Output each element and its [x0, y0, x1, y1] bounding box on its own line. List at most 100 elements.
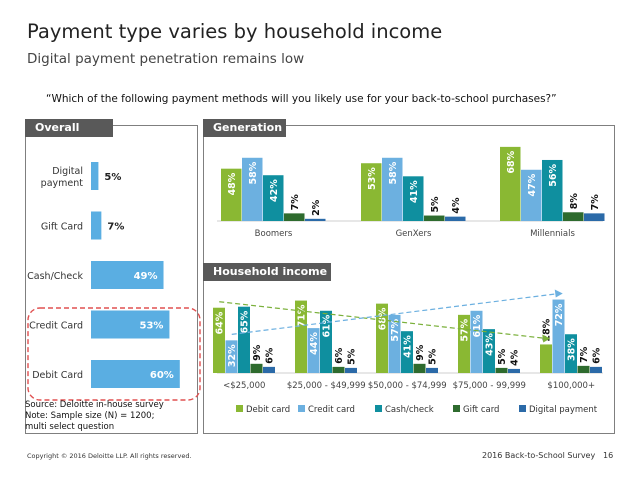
- generation-category-label: Boomers: [255, 229, 293, 239]
- generation-bar: [403, 176, 424, 221]
- overall-value-label: 60%: [150, 370, 174, 381]
- generation-value-label: 2%: [311, 199, 322, 216]
- household-value-label: 38%: [567, 338, 578, 361]
- generation-bar: [500, 146, 521, 221]
- household-value-label: 5%: [497, 348, 508, 365]
- legend-label: Credit card: [308, 405, 355, 415]
- survey-name: 2016 Back-to-School Survey: [482, 451, 596, 460]
- overall-value-label: 49%: [134, 271, 158, 282]
- generation-value-label: 58%: [388, 161, 399, 184]
- household-bar: [470, 310, 483, 373]
- household-value-label: 72%: [554, 303, 565, 326]
- household-chart: 64% 71% 68% 57% 28%32%44%57% 61% 72%65% 61%41% 4…: [213, 289, 603, 415]
- note-line-2: multi select question: [25, 422, 115, 432]
- generation-value-label: 56%: [548, 163, 559, 186]
- household-value-label: 4%: [510, 349, 521, 366]
- household-category-label: $75,000 - 99,999: [453, 381, 526, 391]
- household-value-label: 41%: [403, 335, 414, 358]
- overall-value-label: 53%: [140, 321, 164, 332]
- generation-bar: [445, 216, 466, 221]
- generation-bar: [542, 159, 563, 221]
- household-value-label: 61%: [472, 314, 483, 337]
- generation-bar: [584, 213, 605, 221]
- household-bar: [508, 368, 520, 373]
- generation-bar: [284, 213, 305, 221]
- household-bar: [263, 366, 275, 373]
- household-bar: [590, 366, 602, 373]
- generation-bar: [424, 215, 445, 221]
- legend-swatch: [236, 405, 243, 412]
- household-value-label: 57%: [460, 318, 471, 341]
- household-category-label: <$25,000: [223, 381, 265, 391]
- overall-category-label: payment: [41, 178, 84, 189]
- note-line: Note: Sample size (N) = 1200;: [25, 411, 155, 421]
- household-value-label: 61%: [322, 314, 333, 337]
- household-value-label: 7%: [579, 346, 590, 363]
- household-bar: [388, 314, 401, 373]
- household-value-label: 6%: [334, 347, 345, 364]
- household-value-label: 68%: [378, 307, 389, 330]
- generation-value-label: 5%: [430, 196, 441, 213]
- source-line: Source: Deloitte in-house survey: [25, 400, 164, 410]
- household-value-label: 5%: [347, 348, 358, 365]
- generation-value-label: 47%: [527, 173, 538, 196]
- overall-category-label: Debit Card: [32, 370, 83, 381]
- page-subtitle: Digital payment penetration remains low: [27, 51, 305, 67]
- legend-swatch: [453, 405, 460, 412]
- household-bar: [401, 331, 413, 373]
- overall-bar: [91, 162, 99, 190]
- household-value-label: 9%: [415, 344, 426, 361]
- household-bar: [577, 365, 590, 373]
- generation-value-label: 41%: [409, 180, 420, 203]
- generation-bar: [563, 212, 584, 221]
- generation-category-label: GenXers: [396, 229, 432, 239]
- household-bar: [376, 303, 388, 373]
- generation-category-label: Millennials: [530, 229, 575, 239]
- overall-bar: [91, 360, 180, 388]
- highlight-outline: [27, 307, 201, 401]
- household-value-label: 65%: [240, 310, 251, 333]
- survey-question: “Which of the following payment methods …: [46, 93, 557, 105]
- generation-bar: [382, 157, 403, 221]
- generation-value-label: 68%: [506, 150, 517, 173]
- copyright: Copyright © 2016 Deloitte LLP. All right…: [27, 452, 192, 460]
- household-value-label: 43%: [485, 333, 496, 356]
- household-value-label: 6%: [592, 347, 603, 364]
- household-value-label: 64%: [215, 311, 226, 334]
- household-bar: [307, 328, 320, 373]
- generation-bar: [521, 169, 542, 221]
- overall-value-label: 7%: [107, 222, 124, 233]
- household-bar: [295, 300, 307, 373]
- household-bar: [332, 366, 345, 373]
- household-bar: [495, 367, 508, 373]
- household-bar: [483, 329, 495, 373]
- overall-panel-tab: Overall: [25, 119, 113, 137]
- trend-line: [231, 292, 559, 335]
- generation-bar: [263, 175, 284, 221]
- household-bar: [426, 367, 438, 373]
- source-note: Source: Deloitte in-house survey Note: S…: [25, 400, 205, 433]
- household-bar: [213, 307, 225, 373]
- generation-bar: [221, 168, 242, 221]
- overall-bar: [91, 211, 102, 240]
- generation-value-label: 58%: [248, 161, 259, 184]
- overall-category-label: Gift Card: [41, 222, 83, 233]
- overall-bar: [91, 310, 170, 339]
- household-bar: [540, 344, 552, 373]
- household-bar: [225, 340, 238, 373]
- page-title: Payment type varies by household income: [27, 20, 443, 43]
- generation-bar: [305, 218, 326, 221]
- household-value-label: 6%: [265, 347, 276, 364]
- overall-category-label: Cash/Check: [27, 271, 83, 282]
- household-bar: [413, 363, 426, 373]
- overall-category-label: Digital: [52, 166, 83, 177]
- household-bar: [238, 306, 250, 373]
- generation-chart: 48% 53% 68% 58% 58% 47% 42% 41% 56% 7% 5% 8% 2% 4% 7% B…: [217, 146, 605, 239]
- household-value-label: 28%: [542, 318, 553, 341]
- household-value-label: 9%: [252, 344, 263, 361]
- household-bar: [345, 367, 357, 373]
- household-bar: [565, 334, 577, 373]
- generation-value-label: 48%: [227, 172, 238, 195]
- household-category-label: $25,000 - $49,999: [287, 381, 366, 391]
